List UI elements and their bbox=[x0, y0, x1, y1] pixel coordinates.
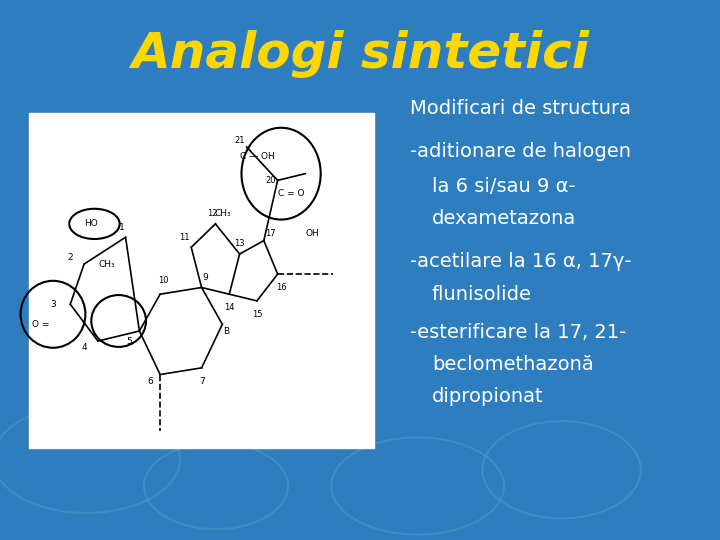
Text: CH₃: CH₃ bbox=[214, 210, 230, 218]
Text: 2: 2 bbox=[68, 253, 73, 262]
Text: beclomethazonă: beclomethazonă bbox=[432, 355, 594, 374]
Text: C — OH: C — OH bbox=[240, 152, 274, 161]
Text: CH₃: CH₃ bbox=[99, 260, 115, 268]
Text: 21: 21 bbox=[235, 136, 245, 145]
Text: la 6 si/sau 9 α-: la 6 si/sau 9 α- bbox=[432, 177, 575, 196]
Text: 1: 1 bbox=[120, 222, 125, 232]
Text: -esterificare la 17, 21-: -esterificare la 17, 21- bbox=[410, 322, 626, 342]
Text: 13: 13 bbox=[234, 239, 245, 248]
Text: 7: 7 bbox=[199, 377, 204, 386]
Text: flunisolide: flunisolide bbox=[432, 285, 532, 304]
Text: dexametazona: dexametazona bbox=[432, 209, 576, 228]
Text: -aditionare de halogen: -aditionare de halogen bbox=[410, 141, 631, 161]
Text: -acetilare la 16 α, 17γ-: -acetilare la 16 α, 17γ- bbox=[410, 252, 632, 272]
FancyBboxPatch shape bbox=[29, 113, 374, 448]
Text: 10: 10 bbox=[158, 276, 168, 285]
Text: B: B bbox=[222, 327, 229, 335]
Text: 16: 16 bbox=[276, 283, 287, 292]
Text: 14: 14 bbox=[224, 303, 235, 312]
Text: Modificari de structura: Modificari de structura bbox=[410, 98, 631, 118]
Text: 6: 6 bbox=[147, 377, 153, 386]
Text: 17: 17 bbox=[266, 230, 276, 239]
Text: 3: 3 bbox=[50, 300, 56, 309]
Text: 20: 20 bbox=[266, 176, 276, 185]
Text: 9: 9 bbox=[202, 273, 208, 282]
Text: 11: 11 bbox=[179, 233, 189, 242]
Text: OH: OH bbox=[305, 230, 319, 239]
Text: O =: O = bbox=[32, 320, 50, 329]
Text: 12: 12 bbox=[207, 210, 217, 218]
Text: C = O: C = O bbox=[278, 189, 304, 198]
Text: 5: 5 bbox=[126, 336, 132, 346]
Text: 4: 4 bbox=[81, 343, 87, 352]
Text: dipropionat: dipropionat bbox=[432, 387, 544, 407]
Text: Analogi sintetici: Analogi sintetici bbox=[131, 30, 589, 78]
Text: HO: HO bbox=[84, 219, 98, 228]
Text: 15: 15 bbox=[252, 310, 262, 319]
